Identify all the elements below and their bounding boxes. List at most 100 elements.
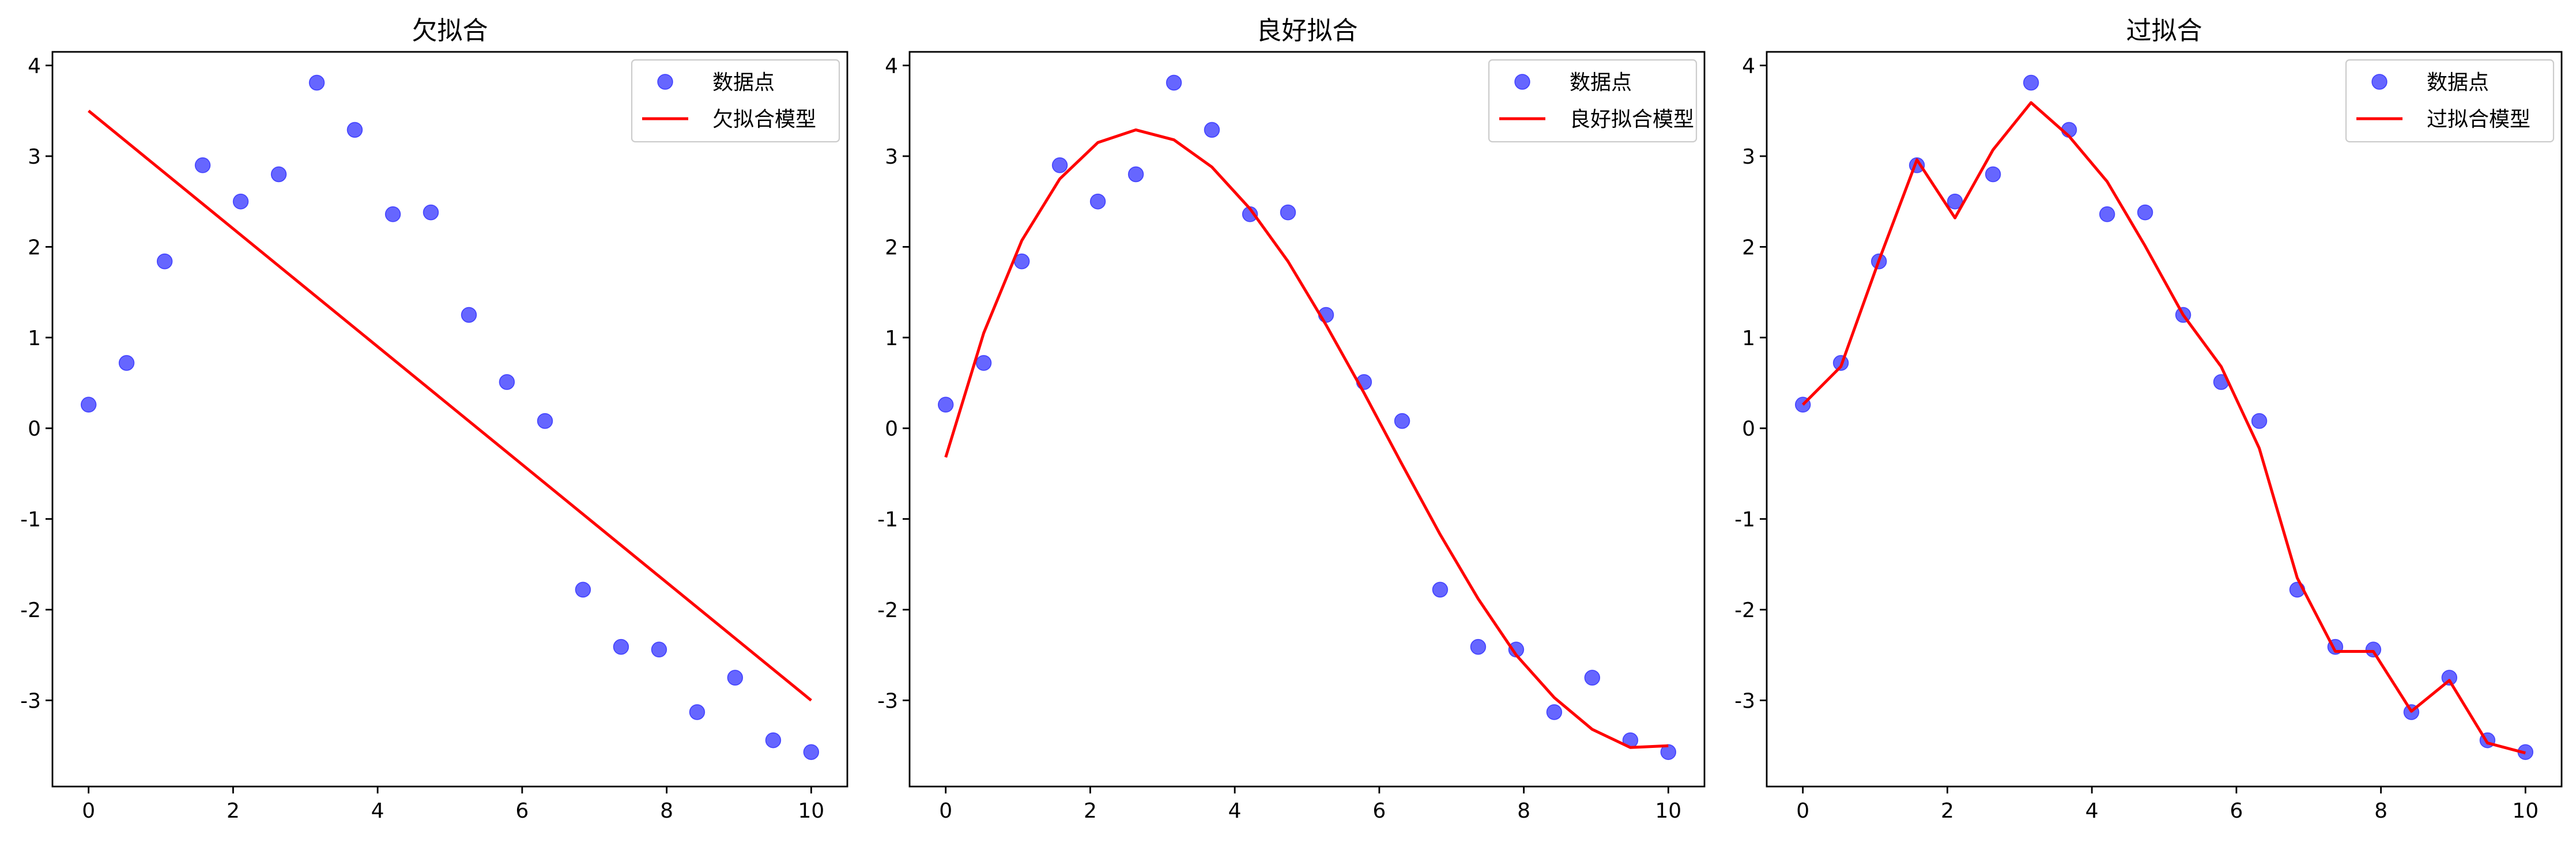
y-tick-label: -1 [20,508,41,532]
data-point [2099,206,2115,222]
x-tick-label: 8 [660,799,673,823]
data-point [1985,166,2001,183]
x-tick-label: 8 [2374,799,2388,823]
x-tick-label: 10 [2512,799,2539,823]
legend-label: 数据点 [2427,71,2489,94]
x-tick-label: 6 [1372,799,1386,823]
legend-label: 数据点 [1570,71,1632,94]
data-point [1660,744,1677,760]
y-tick-label: 2 [885,236,898,259]
x-tick-label: 4 [1228,799,1242,823]
data-point [461,307,477,323]
data-point [156,253,173,270]
data-point [2137,204,2153,221]
legend-label: 过拟合模型 [2427,108,2530,131]
data-point [346,122,363,138]
data-point [727,670,744,686]
data-point [537,413,553,429]
y-tick-label: 0 [885,417,898,441]
model-line [88,109,812,702]
data-point [1947,193,1963,210]
model-line [1801,101,2526,755]
data-point [2365,641,2382,658]
x-tick-label: 8 [1517,799,1530,823]
x-tick-label: 0 [82,799,95,823]
y-tick-label: 3 [885,145,898,169]
data-point [1280,204,1296,221]
legend-frame [631,59,840,143]
data-point [270,166,287,183]
data-point [118,355,135,371]
y-tick-label: 4 [28,55,41,78]
y-tick-label: 3 [28,145,41,169]
y-tick-label: 2 [28,236,41,259]
x-tick-label: 2 [227,799,240,823]
axes-frame [1766,51,2563,788]
y-tick-label: 0 [1742,417,1755,441]
data-point [937,396,954,413]
x-tick-label: 4 [2085,799,2099,823]
data-point [1204,122,1220,138]
data-point [689,704,706,720]
data-point [499,374,515,390]
data-point [232,193,249,210]
data-point [575,581,591,598]
y-tick-label: -3 [877,689,898,713]
legend-marker-swatch [657,74,673,90]
subplot-title: 过拟合 [2126,16,2202,46]
y-tick-label: 1 [1742,327,1755,350]
y-tick-label: -2 [877,599,898,622]
data-point [651,641,667,658]
subplot-title: 良好拟合 [1257,16,1358,46]
data-point [2023,74,2039,91]
y-tick-label: 4 [885,55,898,78]
x-tick-label: 6 [515,799,529,823]
data-point [1051,157,1068,173]
data-point [1166,74,1182,91]
data-point [423,204,439,221]
y-tick-label: -2 [1734,599,1755,622]
x-tick-label: 10 [798,799,824,823]
x-tick-label: 0 [1796,799,1809,823]
y-tick-label: -1 [1734,508,1755,532]
data-point [1089,193,1106,210]
legend-marker-swatch [1514,74,1530,90]
data-point [1432,581,1449,598]
data-point [194,157,211,173]
data-point [308,74,325,91]
y-tick-label: 0 [28,417,41,441]
data-point [1584,670,1601,686]
y-tick-label: 1 [28,327,41,350]
data-point [1394,413,1410,429]
y-tick-label: 4 [1742,55,1755,78]
data-point [1470,638,1487,655]
data-point [765,732,782,749]
legend-label: 良好拟合模型 [1570,108,1694,131]
y-tick-label: 1 [885,327,898,350]
x-tick-label: 2 [1941,799,1954,823]
y-tick-label: -2 [20,599,41,622]
data-point [613,638,629,655]
x-tick-label: 2 [1084,799,1097,823]
data-point [1546,704,1563,720]
data-point [80,396,97,413]
data-point [2441,670,2458,686]
x-tick-label: 4 [371,799,384,823]
y-tick-label: 3 [1742,145,1755,169]
axes-frame [908,51,1706,788]
y-tick-label: -1 [877,508,898,532]
legend-label: 数据点 [712,71,775,94]
x-tick-label: 0 [939,799,952,823]
data-point [1127,166,1144,183]
y-tick-label: -3 [1734,689,1755,713]
data-point [384,206,401,222]
x-tick-label: 6 [2230,799,2243,823]
model-line [944,128,1669,749]
data-point [803,744,820,760]
